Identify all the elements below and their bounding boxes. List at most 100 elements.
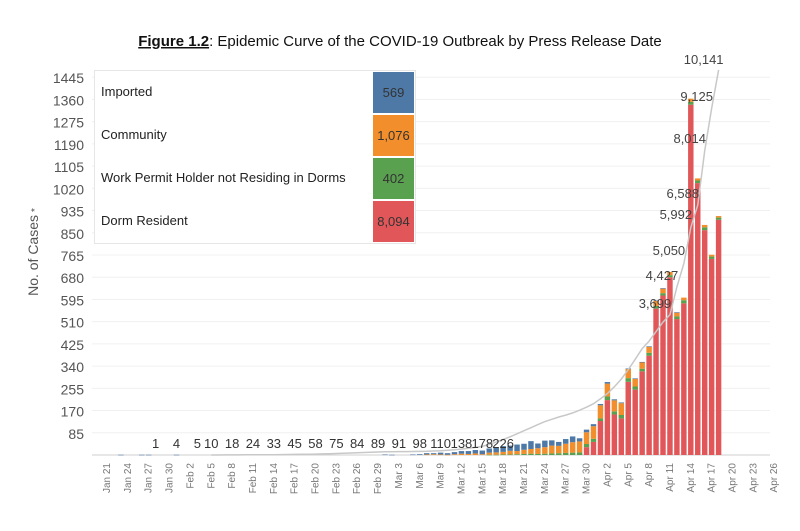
bar-segment-imported <box>528 441 534 449</box>
x-tick-label: Feb 26 <box>352 463 363 495</box>
bar-segment-imported <box>465 451 472 454</box>
bar-segment-imported <box>597 404 604 406</box>
x-tick-label: Mar 3 <box>394 463 405 489</box>
bar-segment-imported <box>618 402 625 404</box>
x-tick-label: Mar 12 <box>456 463 467 495</box>
legend-item-imported: Imported 569 <box>95 71 415 114</box>
y-tick-label: 595 <box>61 292 85 308</box>
bar-segment-imported <box>486 448 492 453</box>
legend: Imported 569 Community 1,076 Work Permit… <box>94 70 416 244</box>
bar-segment-imported <box>583 429 590 433</box>
bar-segment-imported <box>590 424 597 427</box>
bar-segment-imported <box>479 450 486 455</box>
x-tick-label: Jan 27 <box>144 463 155 493</box>
bar-segment-imported <box>569 436 576 443</box>
cumulative-label: 45 <box>287 436 301 451</box>
x-tick-label: Mar 30 <box>582 463 593 495</box>
y-axis: 85 170 255 340 425 510 595 680 765 850 935 1020 1105… <box>53 70 84 442</box>
bar-segment-wph <box>493 454 499 456</box>
x-tick-label: Jan 30 <box>165 463 176 493</box>
bar-segment-community <box>646 346 652 353</box>
bar-segment-community <box>688 98 694 102</box>
x-tick-label: Feb 23 <box>331 463 342 495</box>
bar-segment-dorm <box>590 441 597 455</box>
cumulative-curve <box>211 69 720 456</box>
bar-segment-imported <box>604 382 611 384</box>
x-tick-label: Mar 18 <box>498 463 509 495</box>
x-tick-label: Mar 15 <box>477 463 488 495</box>
x-tick-label: Apr 23 <box>748 463 759 493</box>
cumulative-label: 4 <box>173 436 180 451</box>
bar-segment-community <box>542 447 548 454</box>
bar-segment-community <box>604 383 611 397</box>
bar-segment-community <box>479 454 486 455</box>
bar-segment-community <box>472 453 479 455</box>
legend-swatch-total: 402 <box>373 158 414 199</box>
x-tick-label: Feb 20 <box>311 463 322 495</box>
cumulative-labels: 1 4 5 10 18 24 33 45 58 75 84 89 91 98 110 138 178 2263,6… <box>152 52 724 451</box>
bar-segment-imported <box>507 445 513 451</box>
bar-segment-wph <box>708 256 715 259</box>
bar-segment-imported <box>500 446 506 452</box>
y-tick-label: 340 <box>61 359 85 375</box>
cumulative-label: 138 <box>451 436 473 451</box>
bar-segment-dorm <box>660 295 666 455</box>
bar-segment-dorm <box>653 308 659 455</box>
bar-segment-imported <box>444 453 451 455</box>
legend-item-dorm-resident: Dorm Resident 8,094 <box>95 200 415 243</box>
bar-segment-wph <box>604 396 611 401</box>
legend-item-work-permit: Work Permit Holder not Residing in Dorms… <box>95 157 415 200</box>
bar-segment-wph <box>639 368 645 372</box>
bar-segment-wph <box>562 452 569 455</box>
figure-label: Figure 1.2 <box>138 33 209 50</box>
bar-segment-community <box>660 288 666 294</box>
x-tick-label: Feb 5 <box>206 463 217 489</box>
bar-segment-community <box>562 443 569 453</box>
bar-segment-wph <box>625 378 631 382</box>
bar-segment-imported <box>556 441 562 446</box>
bar-segment-dorm <box>618 418 625 455</box>
cumulative-label: 178 <box>471 436 493 451</box>
legend-swatch-total: 569 <box>373 72 414 113</box>
cumulative-label: 89 <box>371 436 385 451</box>
bar-segment-wph <box>542 453 548 455</box>
legend-label: Dorm Resident <box>101 213 188 228</box>
bar-segment-imported <box>118 454 124 456</box>
bar-segment-imported <box>562 439 569 444</box>
x-tick-label: Feb 14 <box>269 463 280 495</box>
bar-segment-imported <box>576 438 583 442</box>
cumulative-label: 3,699 <box>639 296 672 311</box>
cumulative-label: 110 <box>430 436 451 451</box>
bar-segment-community <box>576 441 583 453</box>
bar-segment-wph <box>535 453 541 455</box>
cumulative-label: 9,125 <box>680 89 713 104</box>
cumulative-label: 33 <box>267 436 281 451</box>
bar-segment-imported <box>646 346 652 347</box>
bar-segment-wph <box>597 418 604 422</box>
legend-label: Community <box>101 127 167 142</box>
bar-segment-community <box>486 452 492 455</box>
bar-segment-community <box>528 448 534 454</box>
cumulative-label: 5,992 <box>660 207 693 222</box>
bar-segment-dorm <box>611 414 618 455</box>
bar-segment-wph <box>569 452 576 455</box>
legend-swatch-total: 1,076 <box>373 115 414 156</box>
bar-segment-community <box>507 450 513 455</box>
y-tick-label: 1020 <box>53 181 84 197</box>
x-tick-label: Feb 29 <box>373 463 384 495</box>
bar-segment-dorm <box>646 355 652 455</box>
x-tick-label: Mar 24 <box>540 463 551 495</box>
legend-swatch-total: 8,094 <box>373 201 414 242</box>
bar-segment-community <box>611 400 618 412</box>
bar-segment-community <box>451 454 458 455</box>
bar-segment-imported <box>430 453 437 455</box>
bar-segment-wph <box>486 454 492 456</box>
bar-segment-community <box>639 362 645 369</box>
x-tick-label: Apr 20 <box>728 463 739 493</box>
bar-segment-community <box>465 453 472 455</box>
bar-segment-community <box>653 300 659 306</box>
bar-segment-dorm <box>688 104 694 455</box>
chart-title: Figure 1.2: Epidemic Curve of the COVID-… <box>138 33 662 50</box>
bar-segment-community <box>423 454 430 456</box>
bar-segment-imported <box>382 454 388 456</box>
